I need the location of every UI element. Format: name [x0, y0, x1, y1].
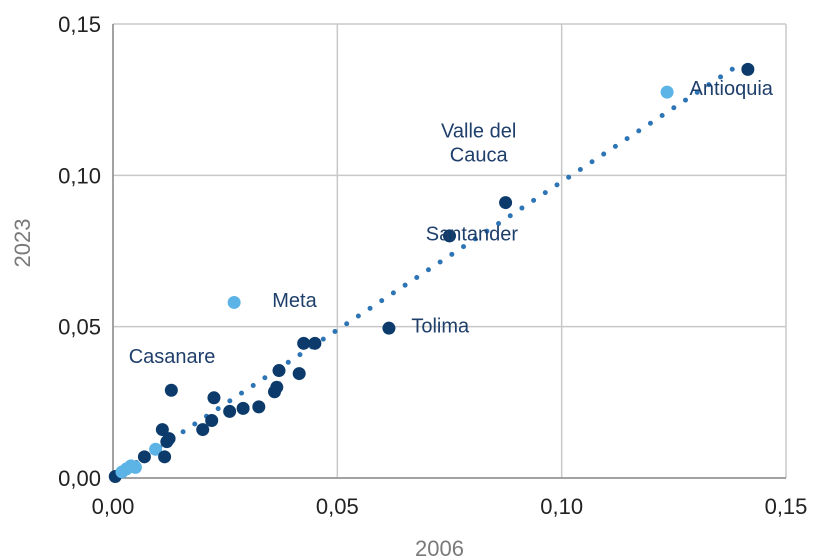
point-annotation: Santander	[426, 223, 519, 245]
data-point	[297, 336, 311, 350]
point-annotation: Tolima	[411, 316, 470, 338]
data-point	[207, 391, 221, 405]
data-point	[741, 62, 755, 76]
data-point	[382, 321, 396, 335]
x-tick-label: 0,00	[92, 494, 135, 519]
data-point	[236, 401, 250, 415]
data-point	[308, 336, 322, 350]
data-point	[164, 383, 178, 397]
y-tick-label: 0,10	[58, 163, 101, 188]
data-point	[128, 460, 142, 474]
y-axis-title: 2023	[10, 219, 35, 268]
data-point	[149, 442, 163, 456]
x-tick-label: 0,05	[316, 494, 359, 519]
data-point	[205, 413, 219, 427]
data-point	[499, 196, 513, 210]
data-point	[162, 432, 176, 446]
data-point	[660, 85, 674, 99]
data-point	[223, 404, 237, 418]
point-annotation: Cauca	[450, 145, 509, 167]
trendline	[110, 60, 744, 481]
data-point	[270, 380, 284, 394]
data-point	[292, 367, 306, 381]
point-annotation: Antioquia	[690, 78, 774, 100]
data-point	[196, 423, 210, 437]
y-tick-label: 0,00	[58, 466, 101, 491]
point-annotation: Casanare	[129, 346, 216, 368]
data-point	[443, 229, 456, 243]
data-point	[252, 400, 266, 414]
data-point	[155, 423, 169, 437]
data-point	[272, 364, 286, 378]
point-annotation: Meta	[272, 290, 317, 312]
data-point	[137, 450, 151, 464]
plot-area	[113, 24, 786, 478]
y-tick-label: 0,15	[58, 12, 101, 37]
x-tick-label: 0,10	[540, 494, 583, 519]
x-axis-title: 2006	[415, 536, 464, 560]
data-point	[158, 450, 172, 464]
x-tick-label: 0,15	[765, 494, 808, 519]
data-point	[227, 295, 241, 309]
y-tick-label: 0,05	[58, 315, 101, 340]
point-annotation: Valle del	[441, 121, 516, 143]
